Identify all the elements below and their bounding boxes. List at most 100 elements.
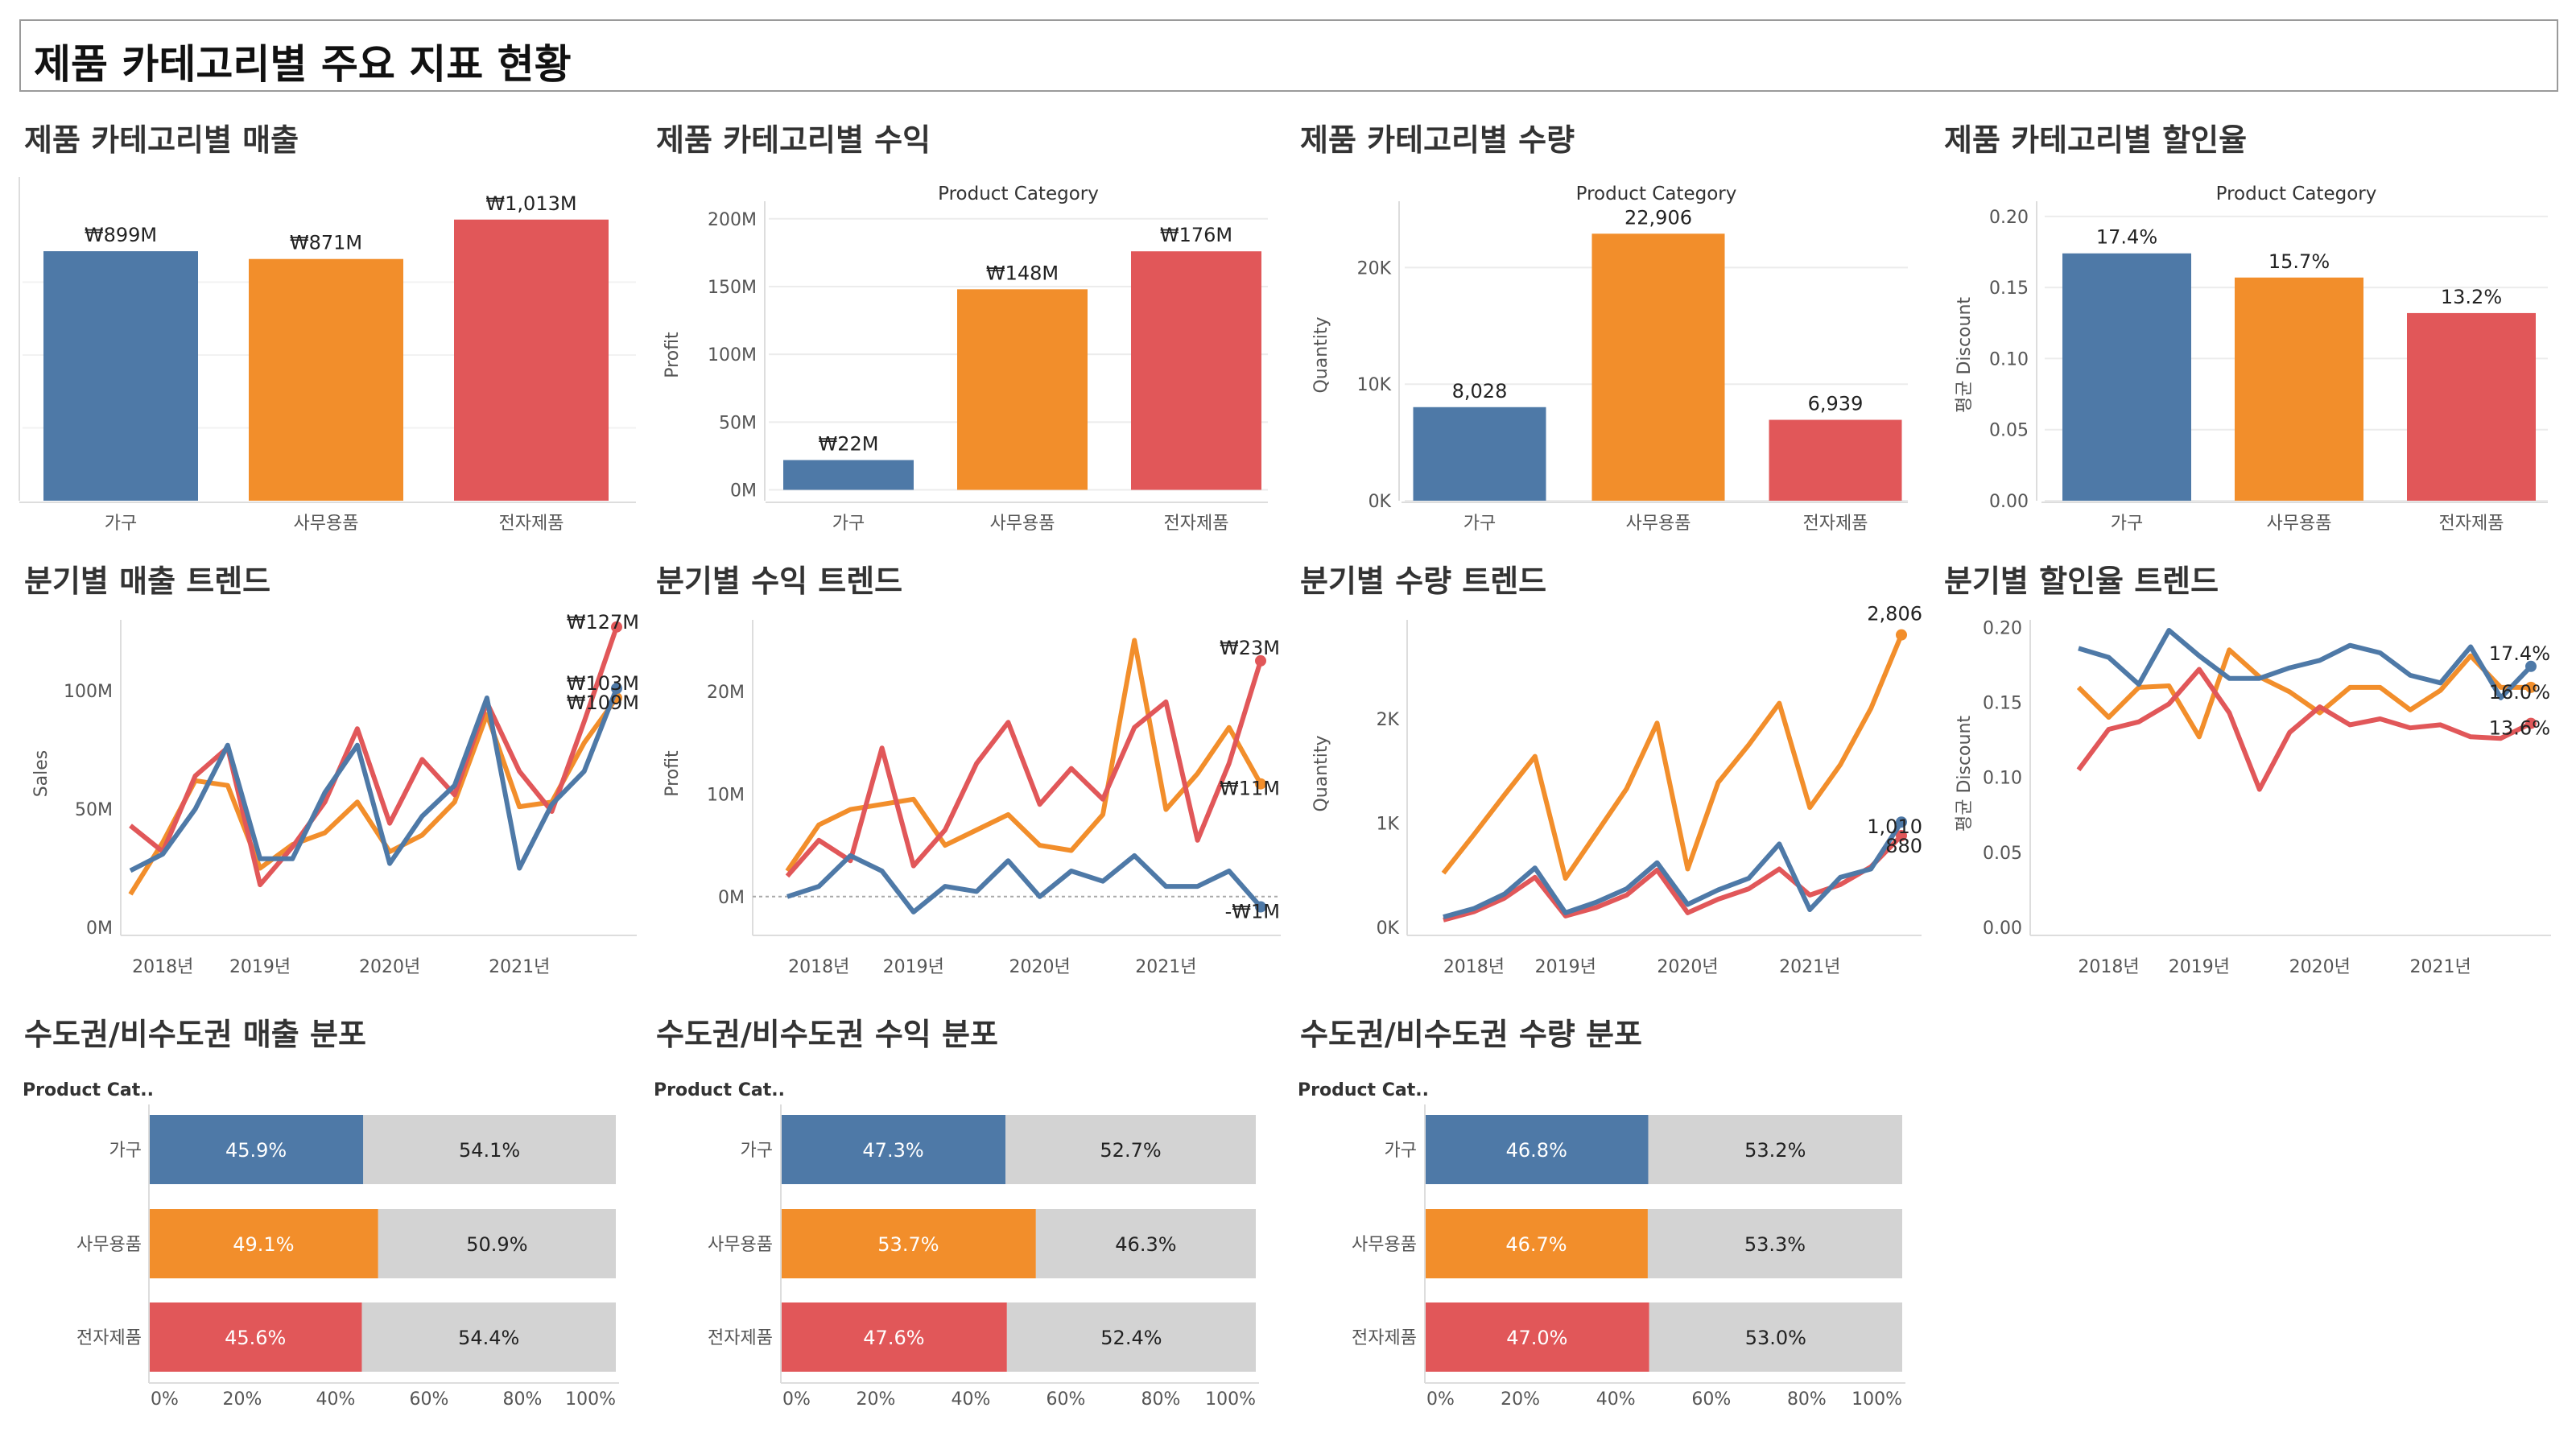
series-line-전자제품 [785, 660, 1263, 878]
bar-가구 [43, 251, 198, 501]
x-tick-label: 2020년 [359, 957, 420, 977]
chart-title: 분기별 수량 트렌드 [1300, 564, 1546, 599]
segment-label: 52.7% [1100, 1139, 1161, 1162]
row-header: Product Cat.. [1298, 1080, 1429, 1100]
category-header: Product Category [2216, 184, 2377, 204]
y-tick-label: 0.00 [1983, 919, 2022, 939]
y-tick-label: 100M [64, 682, 113, 702]
x-tick-label: 2019년 [2169, 957, 2230, 977]
segment-label: 47.3% [862, 1139, 923, 1162]
segment-label: 53.7% [877, 1233, 939, 1256]
chart-title: 제품 카테고리별 수익 [656, 122, 931, 158]
y-tick-label: 20K [1357, 258, 1392, 279]
line-chart-3: 분기별 수량 트렌드 0K 1K 2K Quantity 2018년 2019년 2020년 2… [1300, 564, 1922, 977]
segment-label: 49.1% [233, 1233, 294, 1256]
category-label: 사무용품 [76, 1235, 142, 1255]
series-line-전자제품 [2076, 667, 2533, 792]
end-label: ₩103M [567, 672, 639, 695]
data-label: 13.2% [2441, 286, 2502, 308]
bar-chart-4: 제품 카테고리별 할인율 Product Category 0.00 0.05 0.10… [1944, 122, 2548, 534]
bar-전자제품 [454, 219, 609, 501]
chart-title: 수도권/비수도권 수량 분포 [1300, 1017, 1642, 1052]
dashboard-title: 제품 카테고리별 주요 지표 현황 [34, 41, 572, 88]
y-tick-label: 0.00 [1989, 492, 2029, 512]
bar-사무용품 [957, 289, 1088, 490]
data-label: ₩176M [1160, 224, 1232, 246]
y-tick-label: 0K [1377, 919, 1400, 939]
y-tick-label: 10K [1357, 375, 1392, 395]
y-tick-label: 100M [708, 345, 757, 365]
y-axis-label: 평균 Discount [1955, 716, 1975, 832]
bar-chart-2: 제품 카테고리별 수익 Product Category 0M 50M 100M 150M… [656, 122, 1268, 534]
segment-metro-사무용품 [1425, 1209, 1648, 1278]
segment-label: 52.4% [1100, 1327, 1162, 1349]
end-label: 13.6% [2489, 717, 2550, 740]
chart-title: 제품 카테고리별 수량 [1300, 122, 1575, 158]
y-axis-label: Sales [31, 750, 52, 798]
x-tick-label: 20% [1501, 1389, 1540, 1410]
segment-nonmetro-사무용품 [1647, 1209, 1902, 1278]
x-tick-label: 2018년 [788, 957, 849, 977]
chart-title: 제품 카테고리별 할인율 [1944, 122, 2247, 158]
segment-label: 54.4% [458, 1327, 519, 1349]
category-header: Product Category [938, 184, 1099, 204]
y-tick-label: 0K [1368, 492, 1392, 512]
chart-title: 제품 카테고리별 매출 [24, 122, 299, 158]
bar-전자제품 [2407, 312, 2536, 501]
bar-전자제품 [1769, 419, 1902, 501]
segment-label: 47.6% [863, 1327, 924, 1349]
x-tick-label: 사무용품 [2267, 514, 2332, 534]
series-end-point [1255, 901, 1266, 913]
series-line-사무용품 [128, 696, 619, 896]
x-tick-label: 가구 [105, 514, 137, 534]
data-label: 22,906 [1624, 206, 1692, 229]
data-label: ₩22M [819, 432, 879, 455]
y-tick-label: 0.20 [1983, 618, 2022, 638]
x-tick-label: 전자제품 [1164, 514, 1229, 534]
y-tick-label: 200M [708, 210, 757, 230]
segment-nonmetro-가구 [363, 1115, 616, 1184]
y-tick-label: 0M [718, 888, 745, 908]
segment-nonmetro-가구 [1648, 1115, 1902, 1184]
y-axis-label: Profit [663, 750, 683, 797]
data-label: ₩148M [986, 262, 1059, 284]
segment-metro-가구 [149, 1115, 364, 1184]
chart-title: 수도권/비수도권 매출 분포 [24, 1017, 366, 1052]
segment-nonmetro-사무용품 [378, 1209, 616, 1278]
series-end-point [611, 683, 622, 695]
data-label: 6,939 [1808, 393, 1864, 415]
bar-사무용품 [2235, 277, 2363, 501]
x-tick-label: 0% [151, 1389, 179, 1410]
data-label: 17.4% [2096, 226, 2157, 249]
end-label: 16.0% [2489, 681, 2550, 704]
x-tick-label: 2020년 [1009, 957, 1070, 977]
stacked-bar-chart-3: 수도권/비수도권 수량 분포 Product Cat.. 46.8% 53.2% 가구 4… [1298, 1017, 1905, 1410]
bar-전자제품 [1131, 251, 1261, 490]
segment-label: 53.0% [1745, 1327, 1806, 1349]
series-line-가구 [2078, 628, 2533, 700]
x-tick-label: 40% [952, 1389, 991, 1410]
series-end-point [2525, 660, 2537, 672]
x-tick-label: 2018년 [132, 957, 193, 977]
line-chart-1: 분기별 매출 트렌드 0M 50M 100M Sales 2018년 2019년 2020년 2… [24, 564, 639, 977]
series-end-point [1255, 778, 1266, 790]
x-tick-label: 20% [223, 1389, 262, 1410]
segment-label: 46.3% [1115, 1233, 1176, 1256]
category-label: 전자제품 [708, 1328, 773, 1348]
x-tick-label: 60% [410, 1389, 449, 1410]
x-tick-label: 가구 [2111, 514, 2143, 534]
end-label: ₩11M [1220, 778, 1280, 800]
bar-가구 [783, 460, 914, 490]
segment-label: 53.3% [1744, 1233, 1806, 1256]
stacked-bar-chart-2: 수도권/비수도권 수익 분포 Product Cat.. 47.3% 52.7% 가구 5… [654, 1017, 1259, 1410]
data-label: ₩871M [290, 232, 362, 254]
end-label: 880 [1885, 835, 1922, 857]
y-tick-label: 0.15 [1989, 279, 2029, 299]
y-tick-label: 0.05 [1989, 421, 2029, 441]
x-tick-label: 2020년 [1657, 957, 1718, 977]
end-label: -₩1M [1225, 901, 1280, 923]
row-header: Product Cat.. [654, 1080, 785, 1100]
x-tick-label: 전자제품 [1803, 514, 1868, 534]
x-tick-label: 2019년 [1535, 957, 1596, 977]
